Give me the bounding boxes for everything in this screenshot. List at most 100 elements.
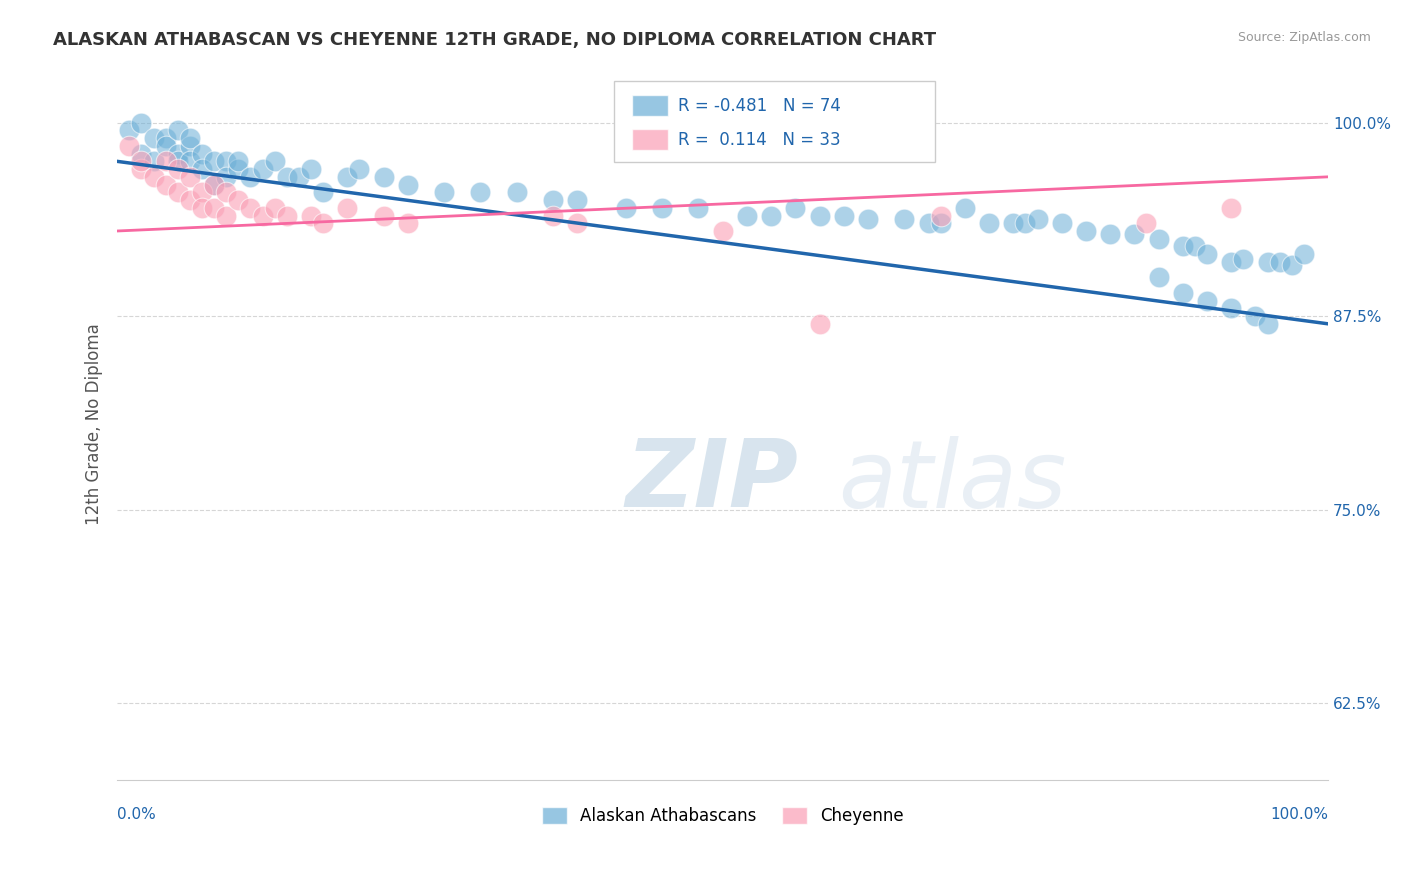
Point [239, 201, 262, 215]
Point [1171, 285, 1194, 300]
Point [832, 209, 855, 223]
Point [396, 216, 419, 230]
Point [155, 131, 177, 145]
Point [567, 216, 589, 230]
Text: ALASKAN ATHABASCAN VS CHEYENNE 12TH GRADE, NO DIPLOMA CORRELATION CHART: ALASKAN ATHABASCAN VS CHEYENNE 12TH GRAD… [53, 31, 936, 49]
Point [191, 186, 214, 200]
Point [1232, 252, 1254, 266]
Point [179, 193, 201, 207]
Point [808, 209, 831, 223]
Point [179, 169, 201, 184]
Point [856, 211, 879, 226]
Point [299, 209, 322, 223]
Point [263, 201, 285, 215]
Point [155, 139, 177, 153]
Point [226, 193, 249, 207]
Point [118, 139, 141, 153]
Point [276, 209, 298, 223]
Point [1147, 232, 1170, 246]
Point [202, 178, 225, 192]
Point [917, 216, 939, 230]
Point [202, 154, 225, 169]
Point [191, 162, 214, 177]
Point [179, 154, 201, 169]
FancyBboxPatch shape [631, 95, 668, 116]
Point [977, 216, 1000, 230]
Point [166, 186, 188, 200]
Point [1014, 216, 1036, 230]
Point [276, 169, 298, 184]
Point [299, 162, 322, 177]
Point [396, 178, 419, 192]
Point [808, 317, 831, 331]
Point [1135, 216, 1157, 230]
Point [131, 146, 153, 161]
Point [263, 154, 285, 169]
Point [567, 193, 589, 207]
Text: Source: ZipAtlas.com: Source: ZipAtlas.com [1237, 31, 1371, 45]
Point [312, 216, 335, 230]
Point [1244, 309, 1267, 323]
Point [142, 169, 165, 184]
FancyBboxPatch shape [631, 129, 668, 151]
Point [373, 209, 395, 223]
Point [759, 209, 782, 223]
Point [651, 201, 673, 215]
Point [735, 209, 758, 223]
Point [239, 169, 262, 184]
Point [1074, 224, 1097, 238]
Point [1257, 317, 1279, 331]
Point [252, 162, 274, 177]
Point [1195, 293, 1218, 308]
Point [166, 154, 188, 169]
Point [506, 186, 529, 200]
Point [433, 186, 456, 200]
Point [252, 209, 274, 223]
Point [1220, 301, 1243, 316]
Point [336, 201, 359, 215]
Legend: Alaskan Athabascans, Cheyenne: Alaskan Athabascans, Cheyenne [541, 807, 904, 825]
Point [1171, 239, 1194, 253]
Point [373, 169, 395, 184]
Point [336, 169, 359, 184]
Point [1220, 255, 1243, 269]
Point [215, 186, 238, 200]
Point [131, 116, 153, 130]
Point [929, 216, 952, 230]
Point [215, 154, 238, 169]
Point [155, 178, 177, 192]
Point [142, 131, 165, 145]
Text: R = -0.481   N = 74: R = -0.481 N = 74 [678, 96, 841, 114]
FancyBboxPatch shape [613, 80, 935, 162]
Point [1123, 227, 1146, 241]
Point [1220, 201, 1243, 215]
Point [226, 162, 249, 177]
Point [1195, 247, 1218, 261]
Point [1184, 239, 1206, 253]
Point [179, 139, 201, 153]
Point [118, 123, 141, 137]
Point [929, 209, 952, 223]
Point [179, 131, 201, 145]
Text: 100.0%: 100.0% [1270, 807, 1329, 822]
Point [288, 169, 311, 184]
Point [349, 162, 371, 177]
Point [541, 209, 564, 223]
Point [1257, 255, 1279, 269]
Point [1268, 255, 1291, 269]
Point [785, 201, 807, 215]
Point [541, 193, 564, 207]
Point [131, 154, 153, 169]
Point [312, 186, 335, 200]
Point [215, 169, 238, 184]
Point [1292, 247, 1315, 261]
Point [953, 201, 976, 215]
Point [688, 201, 710, 215]
Point [614, 201, 637, 215]
Point [166, 146, 188, 161]
Point [1099, 227, 1122, 241]
Text: ZIP: ZIP [626, 435, 799, 527]
Point [1002, 216, 1025, 230]
Point [470, 186, 492, 200]
Point [166, 123, 188, 137]
